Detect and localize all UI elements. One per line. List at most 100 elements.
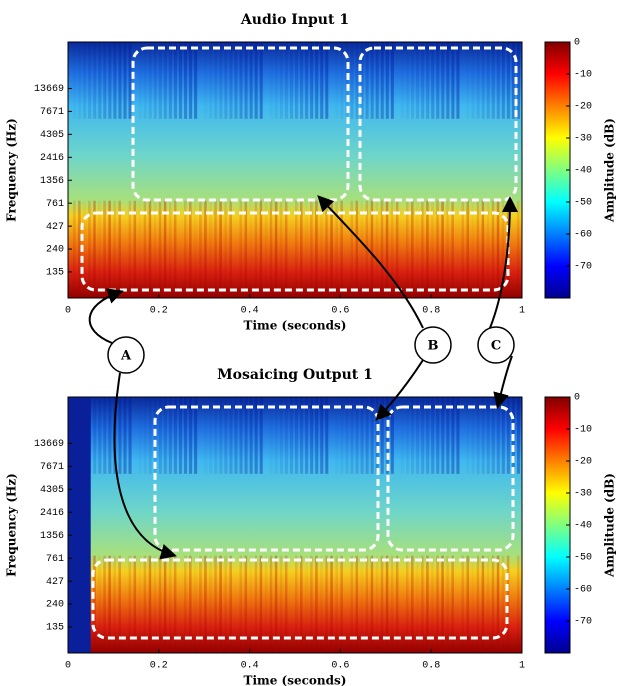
texture	[431, 200, 434, 298]
colorbar-tick-label: -50	[574, 553, 592, 564]
texture	[108, 200, 111, 298]
texture	[163, 200, 167, 298]
texture	[365, 397, 369, 474]
texture	[350, 555, 354, 653]
texture	[295, 397, 299, 474]
texture	[289, 42, 293, 119]
texture	[153, 200, 157, 298]
texture	[254, 555, 258, 653]
texture	[335, 555, 338, 653]
texture	[173, 42, 177, 119]
texture	[199, 200, 202, 298]
texture	[446, 200, 449, 298]
texture	[229, 200, 232, 298]
texture	[380, 200, 384, 298]
colorbar-tick-label: 0	[574, 393, 580, 404]
texture	[355, 200, 359, 298]
texture	[178, 42, 183, 119]
texture	[350, 200, 354, 298]
annotation-labels: A B C	[107, 326, 515, 374]
x-tick-label: 0.2	[150, 661, 168, 672]
y-tick-label: 135	[46, 268, 64, 279]
texture	[113, 200, 116, 298]
texture	[93, 200, 96, 298]
y-tick-label: 4305	[40, 485, 64, 496]
plot-frame	[67, 41, 523, 299]
texture	[411, 200, 414, 298]
dashed-box	[358, 46, 518, 202]
texture	[143, 200, 147, 298]
texture	[295, 555, 298, 653]
x-tick-label: 0.4	[241, 661, 259, 672]
texture	[305, 397, 309, 474]
colorbar-tick-label: -20	[574, 102, 592, 113]
texture	[436, 42, 440, 119]
texture	[133, 200, 137, 298]
texture	[184, 42, 188, 119]
texture	[476, 200, 480, 298]
texture	[395, 200, 399, 298]
texture	[173, 397, 177, 474]
colorbar-tick-label: -40	[574, 521, 592, 532]
texture	[168, 42, 172, 119]
texture	[310, 555, 313, 653]
texture	[486, 397, 490, 474]
texture	[199, 555, 202, 653]
texture	[411, 397, 415, 474]
texture	[78, 200, 81, 298]
colorbar-tick-label: -50	[574, 198, 592, 209]
texture	[209, 42, 213, 119]
texture	[184, 397, 188, 474]
y-tick-label: 427	[46, 577, 64, 588]
x-tick-label: 1	[519, 306, 525, 317]
y-tick-label: 13669	[34, 84, 64, 95]
texture	[501, 200, 505, 298]
texture	[511, 42, 515, 119]
texture	[431, 42, 435, 119]
texture	[244, 42, 248, 119]
texture	[73, 200, 76, 298]
colorbar-tick-label: -10	[574, 425, 592, 436]
texture	[279, 42, 283, 119]
texture	[360, 397, 364, 474]
y-tick-label: 7671	[40, 462, 64, 473]
texture	[224, 397, 228, 474]
texture	[486, 555, 490, 653]
texture	[411, 555, 414, 653]
texture	[143, 42, 147, 119]
texture	[466, 200, 470, 298]
texture	[481, 200, 485, 298]
texture	[295, 42, 299, 119]
texture	[325, 42, 329, 119]
texture	[436, 555, 439, 653]
texture	[506, 555, 510, 653]
x-tick-label: 0.6	[331, 306, 349, 317]
texture	[189, 555, 192, 653]
y-tick-label: 7671	[40, 107, 64, 118]
texture	[385, 200, 389, 298]
texture	[416, 201, 419, 298]
y-tick-label: 135	[46, 623, 64, 634]
texture	[103, 555, 106, 653]
texture	[219, 42, 223, 119]
texture	[345, 397, 349, 474]
y-tick-label: 761	[46, 554, 64, 565]
texture	[405, 200, 409, 298]
texture	[143, 555, 147, 653]
texture	[426, 200, 429, 298]
texture	[139, 42, 142, 119]
annotation-label: B	[428, 339, 439, 354]
arrow	[88, 288, 124, 344]
texture	[163, 42, 167, 119]
texture	[456, 397, 460, 474]
texture	[411, 42, 415, 119]
texture	[451, 42, 455, 119]
colorbar	[544, 41, 571, 299]
texture	[491, 42, 495, 119]
texture	[466, 555, 470, 653]
x-tick-label: 0.4	[241, 306, 259, 317]
texture	[234, 397, 238, 474]
spectrogram-image	[68, 397, 522, 653]
texture	[219, 555, 222, 653]
texture	[254, 42, 258, 119]
